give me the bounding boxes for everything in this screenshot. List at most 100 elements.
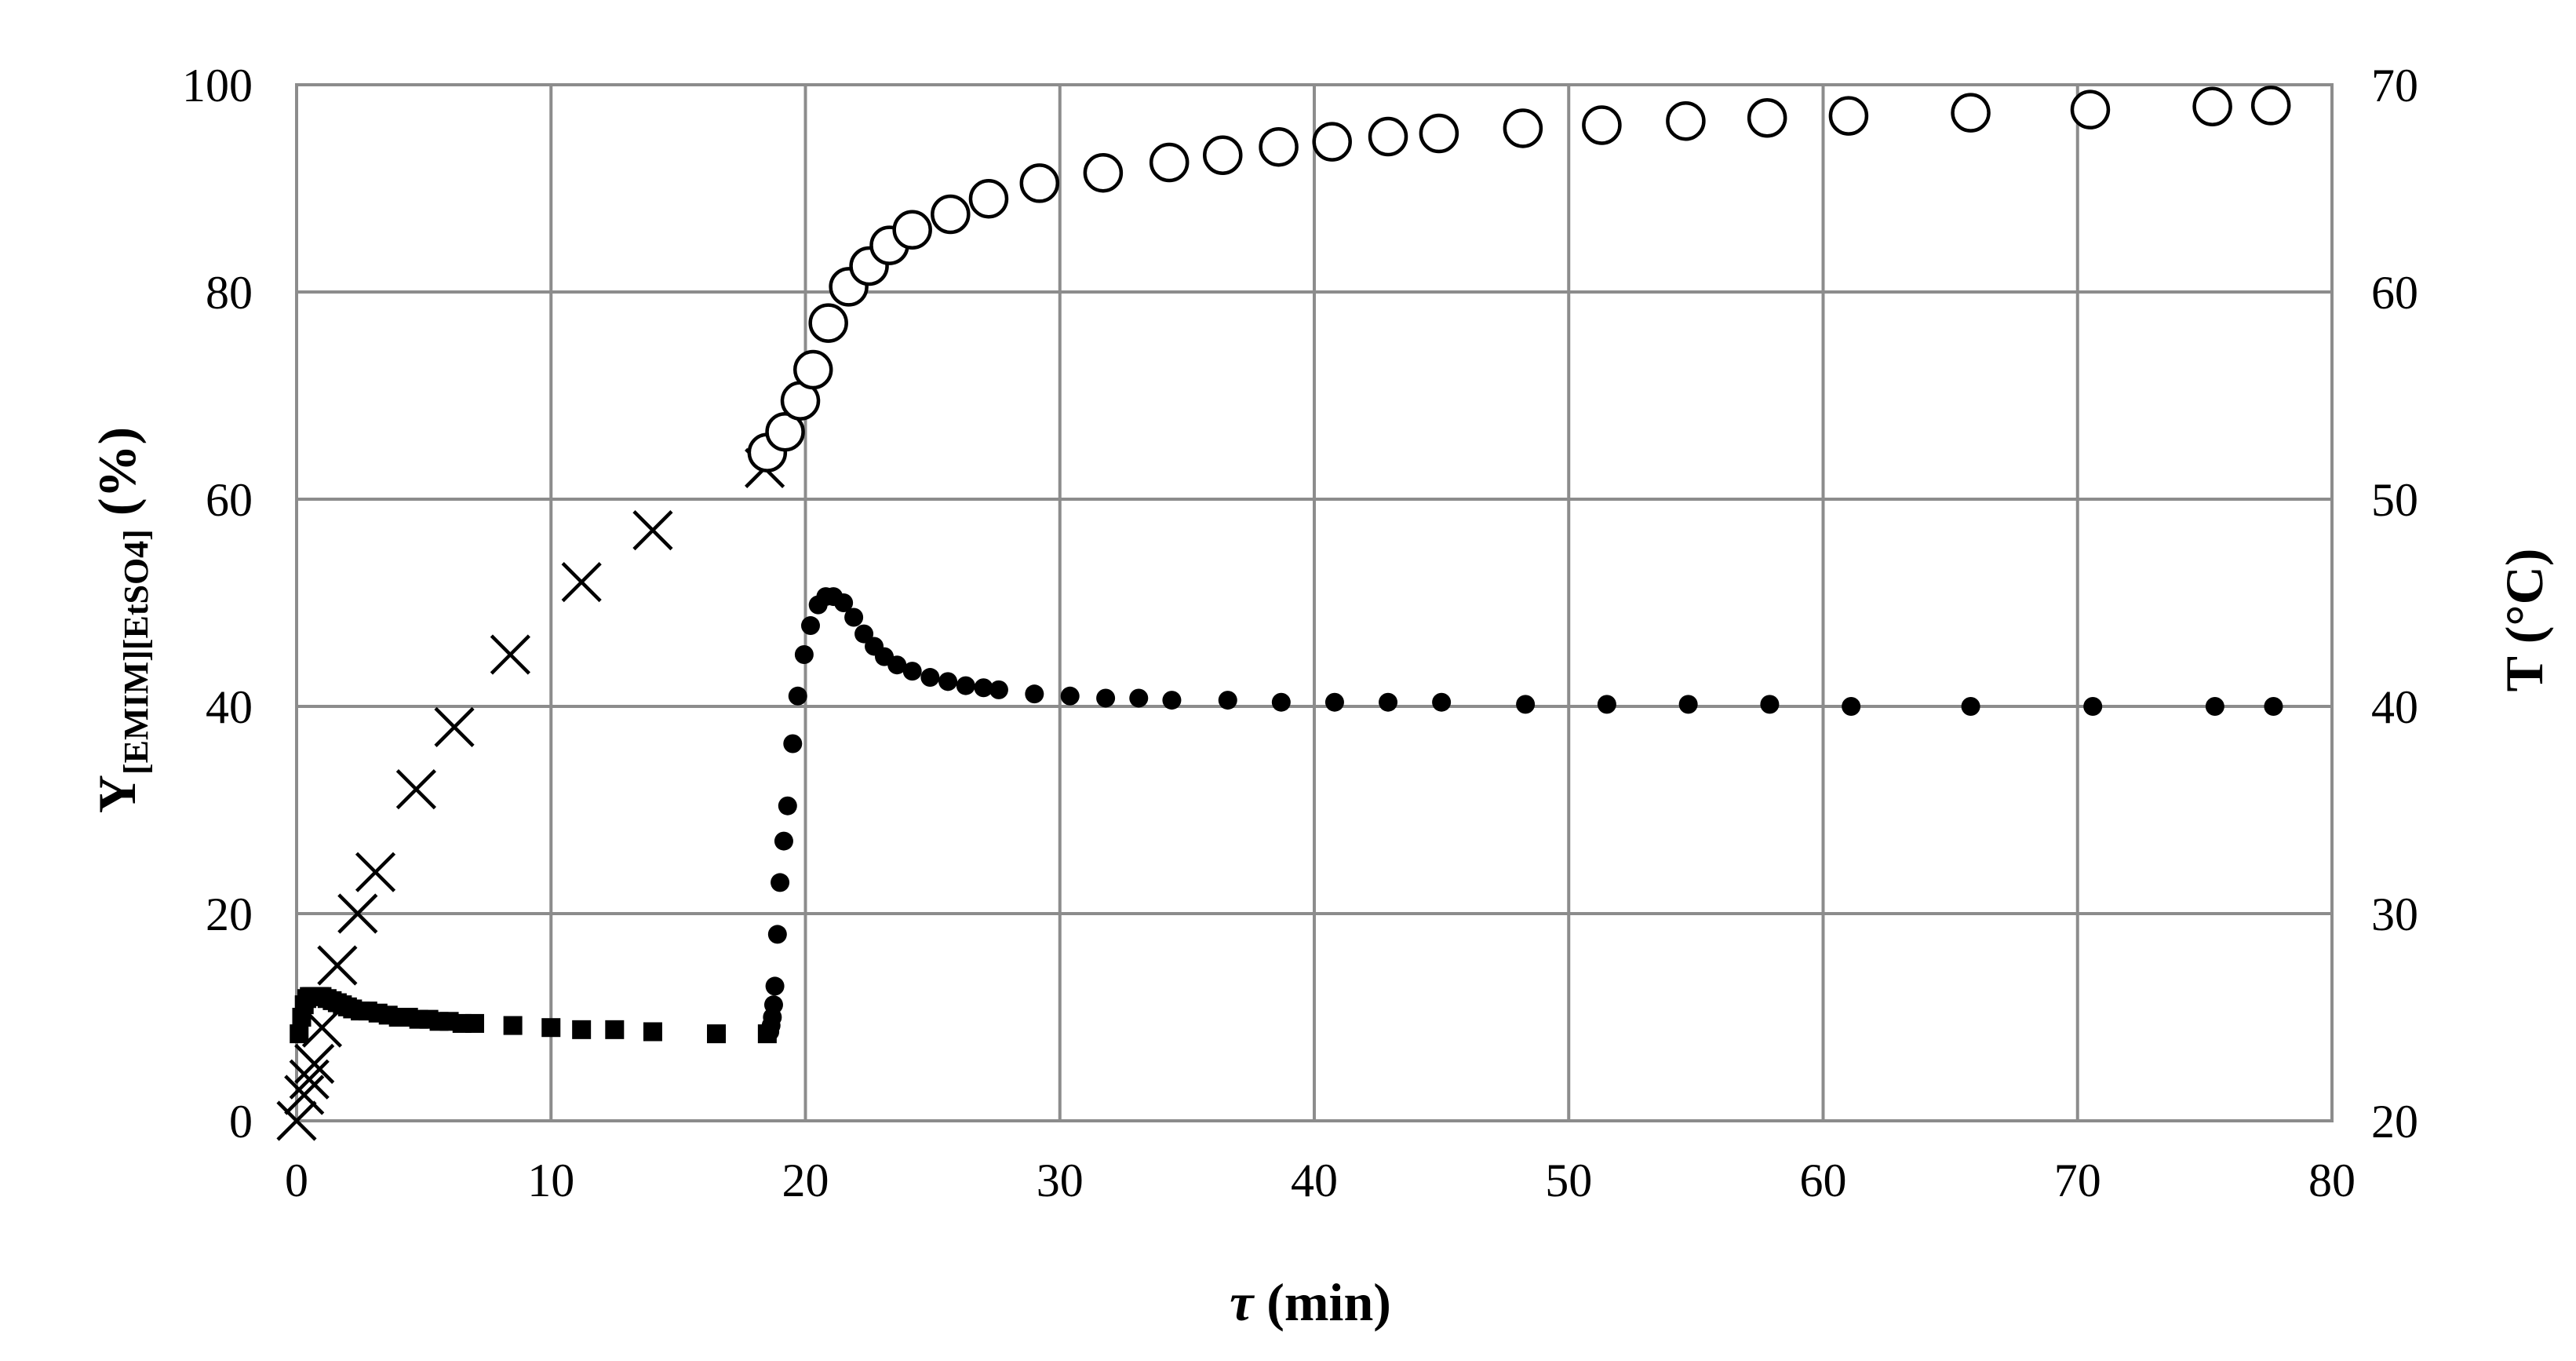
data-point-dot <box>783 734 803 753</box>
plot-border <box>295 83 2334 1122</box>
data-point-dot <box>800 616 820 636</box>
data-point-circle <box>892 210 932 250</box>
y-tick-label: 60 <box>206 474 253 526</box>
data-point-cross <box>395 769 436 810</box>
data-point-square <box>465 1013 484 1033</box>
y2-axis-title: T (°C) <box>2494 549 2554 692</box>
data-point-dot <box>2083 697 2103 716</box>
gridlines <box>295 83 2334 1122</box>
data-point-dot <box>1025 684 1044 704</box>
data-point-circle <box>1951 93 1991 133</box>
y2-tick-label: 60 <box>2371 267 2418 319</box>
y-tick-label: 40 <box>206 681 253 733</box>
data-point-cross <box>632 510 673 551</box>
data-point-dot <box>767 925 787 944</box>
data-point-circle <box>2192 86 2232 126</box>
data-point-dot <box>794 645 814 664</box>
data-point-dot <box>1271 692 1291 712</box>
series-square <box>290 987 777 1044</box>
y-tick-label: 100 <box>182 60 253 111</box>
data-point-circle <box>1259 126 1299 167</box>
x-tick-label: 80 <box>2308 1155 2356 1206</box>
data-point-circle <box>1828 96 1869 136</box>
data-point-circle <box>1368 116 1408 157</box>
data-point-circle <box>765 411 805 452</box>
data-point-dot <box>2205 697 2224 716</box>
x-tick-label: 20 <box>782 1155 829 1206</box>
data-point-dot <box>902 662 922 681</box>
data-point-dot <box>1760 695 1780 714</box>
data-point-dot <box>938 672 958 691</box>
data-point-circle <box>1419 113 1459 154</box>
data-point-dot <box>788 686 807 706</box>
y-axis-title: Y[EMIM][EtSO4] (%) <box>87 427 155 813</box>
y2-tick-label: 70 <box>2371 60 2418 111</box>
data-point-square <box>503 1016 523 1035</box>
data-point-dot <box>1432 692 1452 712</box>
data-point-cross <box>284 1075 325 1115</box>
y-tick-label: 20 <box>206 888 253 940</box>
x-tick-label: 70 <box>2054 1155 2101 1206</box>
data-point-dot <box>834 593 854 612</box>
data-point-circle <box>1083 152 1124 193</box>
data-point-circle <box>931 194 971 235</box>
data-point-circle <box>1149 142 1190 183</box>
data-point-circle <box>808 303 848 343</box>
data-point-square <box>541 1018 561 1038</box>
data-point-circle <box>1666 100 1706 141</box>
data-point-square <box>605 1020 625 1039</box>
data-point-circle <box>1203 135 1243 176</box>
data-point-cross <box>355 852 396 892</box>
data-point-dot <box>1678 695 1698 714</box>
x-axis-title-symbol: τ <box>1230 1272 1255 1332</box>
y2-tick-label: 20 <box>2371 1096 2418 1148</box>
data-point-dot <box>765 976 785 996</box>
x-tick-label: 40 <box>1291 1155 1338 1206</box>
data-point-dot <box>1218 691 1237 710</box>
data-point-cross <box>276 1100 317 1141</box>
data-point-square <box>643 1022 662 1042</box>
y2-tick-label: 40 <box>2371 681 2418 733</box>
x-tick-label: 30 <box>1037 1155 1084 1206</box>
data-point-dot <box>774 831 793 851</box>
y-axis-title-main: Y <box>87 775 147 813</box>
data-point-dot <box>1129 688 1149 708</box>
x-axis-title: τ (min) <box>1230 1272 1391 1332</box>
data-point-dot <box>1516 695 1536 714</box>
data-point-dot <box>854 624 874 644</box>
data-point-cross <box>317 945 358 986</box>
data-point-circle <box>1312 122 1352 162</box>
data-point-circle <box>968 178 1009 219</box>
data-point-cross <box>294 1043 335 1084</box>
data-point-dot <box>974 678 993 698</box>
data-point-cross <box>561 562 602 603</box>
data-point-dot <box>1162 691 1182 710</box>
data-point-circle <box>792 349 833 390</box>
y2-tick-labels: 20 30 40 50 60 70 <box>2371 60 2418 1148</box>
data-point-circle <box>1019 163 1060 203</box>
x-tick-label: 50 <box>1545 1155 1592 1206</box>
data-point-dot <box>1096 688 1116 708</box>
data-point-cross <box>490 634 530 675</box>
data-point-dot <box>771 873 790 892</box>
data-point-dot <box>989 680 1008 699</box>
data-point-dot <box>1379 692 1398 712</box>
y-axis-title-unit: (%) <box>87 427 147 529</box>
data-point-square <box>572 1020 592 1039</box>
data-marks <box>276 86 2291 1141</box>
data-point-dot <box>920 668 940 688</box>
data-point-cross <box>337 893 378 934</box>
x-tick-label: 10 <box>527 1155 574 1206</box>
data-point-circle <box>1503 108 1543 148</box>
data-point-square <box>707 1024 727 1044</box>
data-point-cross <box>289 1059 330 1100</box>
series-circle-open <box>747 86 2291 473</box>
y-axis-title-subscript: [EMIM][EtSO4] <box>117 529 155 775</box>
x-tick-label: 0 <box>285 1155 308 1206</box>
series-dot <box>760 587 2283 1042</box>
data-point-dot <box>844 608 864 627</box>
x-axis-title-unit: (min) <box>1253 1272 1391 1332</box>
y-tick-label: 80 <box>206 267 253 319</box>
data-point-dot <box>887 655 907 675</box>
data-point-cross <box>434 706 475 747</box>
